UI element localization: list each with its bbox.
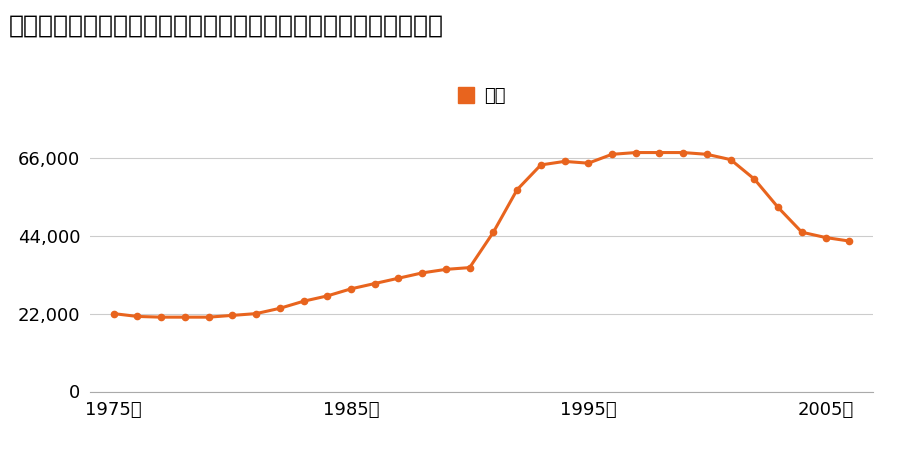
Text: 群馬県新田郡新田町大字木崎字大通寺前１１１３番３の地価推移: 群馬県新田郡新田町大字木崎字大通寺前１１１３番３の地価推移 [9, 14, 444, 37]
Legend: 価格: 価格 [457, 87, 506, 105]
